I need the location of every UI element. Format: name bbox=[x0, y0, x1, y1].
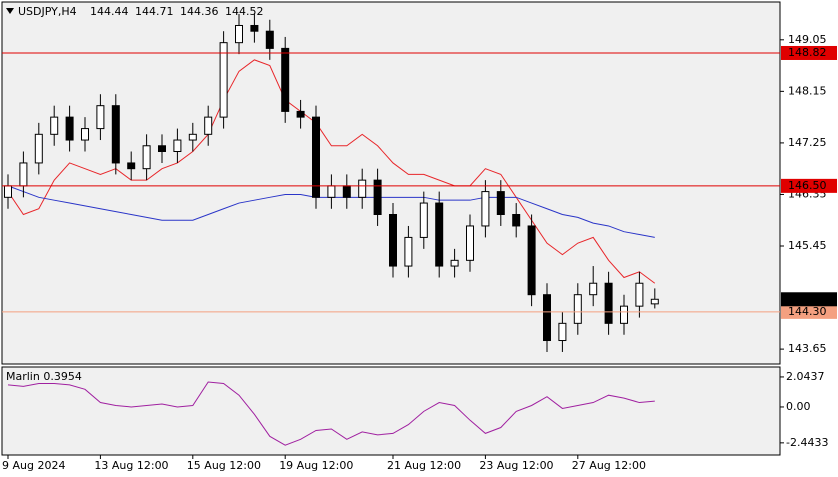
candle-body bbox=[481, 191, 490, 227]
x-tick-label: 27 Aug 12:00 bbox=[572, 459, 646, 472]
y-tick-label: 143.65 bbox=[788, 342, 827, 355]
candle-body bbox=[389, 214, 397, 267]
menu-triangle bbox=[6, 8, 14, 14]
candle-body bbox=[188, 133, 197, 141]
candle-body bbox=[327, 185, 336, 198]
candle-body bbox=[558, 322, 567, 342]
candle-body bbox=[419, 202, 428, 238]
symbol: USDJPY,H4 bbox=[18, 5, 77, 18]
candle-body bbox=[342, 185, 351, 198]
candle-body bbox=[296, 110, 305, 118]
candle-body bbox=[650, 298, 659, 305]
x-tick-label: 19 Aug 12:00 bbox=[279, 459, 353, 472]
y-tick-label: 148.15 bbox=[788, 84, 827, 97]
candle-body bbox=[96, 105, 105, 130]
candle-body bbox=[496, 191, 505, 216]
main-panel bbox=[1, 1, 781, 365]
candle-body bbox=[235, 24, 243, 44]
candle-body bbox=[450, 259, 459, 267]
candle-body bbox=[81, 128, 89, 141]
candle-body bbox=[573, 294, 582, 324]
level-label: 146.50 bbox=[788, 179, 827, 192]
y-tick-label: 0.00 bbox=[786, 400, 811, 413]
price-label-box bbox=[781, 292, 837, 307]
candle-body bbox=[589, 282, 598, 296]
candle-body bbox=[50, 116, 59, 135]
candle-body bbox=[373, 179, 382, 216]
indicator-line bbox=[7, 381, 655, 446]
low-value: 144.36 bbox=[180, 5, 219, 18]
high-value: 144.71 bbox=[135, 5, 174, 18]
open-value: 144.44 bbox=[90, 5, 129, 18]
level-label: 144.30 bbox=[788, 305, 827, 318]
candle-body bbox=[250, 24, 259, 32]
candle-body bbox=[527, 225, 536, 296]
candle-body bbox=[34, 133, 43, 164]
candle-body bbox=[19, 162, 28, 187]
close-value: 144.52 bbox=[225, 5, 264, 18]
price-label: 144.52 bbox=[788, 292, 827, 305]
candle-body bbox=[127, 162, 136, 170]
y-tick-label: -2.4433 bbox=[786, 436, 828, 449]
x-tick-label: 9 Aug 2024 bbox=[2, 459, 65, 472]
candle-body bbox=[312, 116, 320, 198]
x-tick-label: 23 Aug 12:00 bbox=[479, 459, 553, 472]
candle-body bbox=[204, 116, 213, 135]
candle-body bbox=[142, 145, 151, 170]
indicator-title: Marlin 0.3954 bbox=[6, 370, 82, 383]
candle-body bbox=[65, 116, 74, 141]
candle-body bbox=[158, 145, 166, 152]
candle-body bbox=[543, 294, 551, 342]
candle-body bbox=[173, 139, 182, 152]
candle-body bbox=[4, 185, 12, 198]
y-tick-label: 147.25 bbox=[788, 136, 827, 149]
level-label-box bbox=[781, 178, 837, 193]
indicator-panel bbox=[1, 366, 781, 456]
level-label-box bbox=[781, 304, 837, 319]
y-tick-label: 145.45 bbox=[788, 239, 827, 252]
candle-body bbox=[620, 305, 628, 324]
candle-body bbox=[265, 30, 274, 49]
candle-body bbox=[604, 282, 613, 324]
candle-body bbox=[358, 179, 367, 198]
candle-body bbox=[466, 225, 474, 261]
candle-body bbox=[635, 282, 644, 307]
x-tick-label: 13 Aug 12:00 bbox=[94, 459, 168, 472]
x-tick-label: 15 Aug 12:00 bbox=[187, 459, 261, 472]
x-tick-label: 21 Aug 12:00 bbox=[387, 459, 461, 472]
level-label: 148.82 bbox=[788, 46, 827, 59]
candle-body bbox=[512, 214, 521, 227]
y-tick-label: 2.0437 bbox=[786, 370, 825, 383]
y-tick-label: 149.05 bbox=[788, 33, 827, 46]
candle-body bbox=[404, 236, 413, 267]
candle-body bbox=[435, 202, 444, 267]
level-label-box bbox=[781, 45, 837, 60]
candle-body bbox=[219, 42, 228, 118]
candle-body bbox=[281, 47, 290, 112]
candle-body bbox=[111, 105, 120, 164]
